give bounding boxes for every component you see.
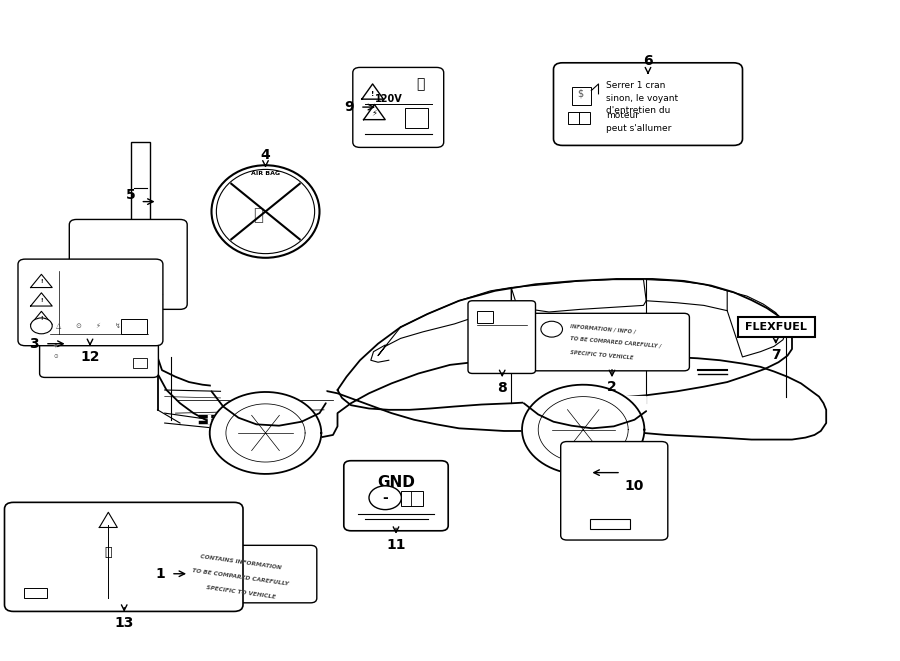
FancyBboxPatch shape (4, 502, 243, 611)
Text: 🚘: 🚘 (104, 545, 112, 559)
Text: 9: 9 (345, 100, 354, 114)
Polygon shape (511, 280, 646, 312)
Bar (122, 319, 147, 334)
FancyBboxPatch shape (344, 461, 448, 531)
Text: TO BE COMPARED CAREFULLY: TO BE COMPARED CAREFULLY (193, 568, 289, 586)
Bar (24, 588, 47, 598)
Text: 11: 11 (386, 537, 406, 552)
FancyBboxPatch shape (530, 313, 689, 371)
Bar (405, 108, 428, 128)
Text: ⊙: ⊙ (76, 323, 81, 329)
Text: FLEXFUEL: FLEXFUEL (745, 322, 807, 332)
Text: moteur
peut s'allumer: moteur peut s'allumer (606, 111, 671, 133)
Text: !: ! (40, 316, 42, 321)
Text: 🪑: 🪑 (253, 206, 264, 224)
Text: -: - (382, 490, 388, 505)
Polygon shape (212, 383, 326, 426)
Polygon shape (646, 280, 727, 311)
Text: INFORMATION / INFO /: INFORMATION / INFO / (570, 324, 635, 334)
Bar (104, 289, 138, 297)
Circle shape (369, 486, 401, 510)
Text: SPECIFIC TO VEHICLE: SPECIFIC TO VEHICLE (570, 350, 634, 361)
Text: ✦: ✦ (53, 342, 58, 349)
Polygon shape (522, 385, 644, 475)
Text: SPECIFIC TO VEHICLE: SPECIFIC TO VEHICLE (206, 585, 275, 600)
Text: GND: GND (377, 475, 415, 490)
FancyBboxPatch shape (69, 219, 187, 309)
Polygon shape (524, 397, 646, 428)
Ellipse shape (212, 165, 320, 258)
Text: !: ! (40, 279, 42, 284)
Bar (568, 112, 590, 124)
Text: 13: 13 (114, 615, 134, 630)
Text: 6: 6 (644, 54, 652, 69)
Text: ↯: ↯ (115, 323, 121, 329)
Polygon shape (158, 356, 826, 440)
Text: AIR BAG: AIR BAG (251, 171, 280, 176)
Polygon shape (727, 291, 786, 357)
Polygon shape (378, 288, 511, 356)
Bar (572, 87, 591, 105)
Text: 4: 4 (261, 148, 270, 163)
Text: ⬜: ⬜ (136, 323, 140, 329)
Bar (133, 358, 147, 368)
FancyBboxPatch shape (353, 67, 444, 147)
Circle shape (31, 318, 52, 334)
Text: TO BE COMPARED CAREFULLY /: TO BE COMPARED CAREFULLY / (570, 336, 662, 349)
Text: ⚡: ⚡ (372, 108, 377, 118)
Text: ⊙: ⊙ (53, 354, 58, 360)
FancyBboxPatch shape (468, 301, 536, 373)
Bar (477, 311, 493, 323)
Text: Serrer 1 cran
sinon, le voyant
d'entretien du: Serrer 1 cran sinon, le voyant d'entreti… (606, 81, 678, 115)
Text: CONTAINS INFORMATION: CONTAINS INFORMATION (200, 554, 282, 570)
FancyBboxPatch shape (40, 310, 158, 377)
FancyBboxPatch shape (165, 545, 317, 603)
FancyBboxPatch shape (18, 259, 163, 346)
Text: ⚡: ⚡ (95, 323, 101, 329)
FancyBboxPatch shape (561, 442, 668, 540)
Ellipse shape (216, 169, 315, 254)
Text: !: ! (371, 91, 374, 97)
Bar (738, 317, 815, 337)
Text: 5: 5 (126, 188, 135, 202)
Text: 12: 12 (80, 350, 100, 364)
Text: 8: 8 (498, 381, 507, 395)
Text: 7: 7 (771, 348, 780, 362)
Text: 120V: 120V (375, 94, 403, 104)
Text: ✋: ✋ (416, 77, 425, 92)
Bar (400, 491, 423, 506)
Text: △: △ (56, 323, 61, 329)
Text: $: $ (578, 89, 583, 99)
FancyBboxPatch shape (554, 63, 742, 145)
Bar (590, 519, 630, 529)
Polygon shape (210, 392, 321, 474)
Text: 2: 2 (608, 379, 616, 394)
Circle shape (541, 321, 562, 337)
Bar (130, 142, 150, 268)
Polygon shape (338, 279, 792, 410)
Text: !: ! (40, 297, 42, 303)
Text: 1: 1 (156, 566, 165, 581)
Text: 3: 3 (30, 336, 39, 351)
Text: 10: 10 (625, 479, 644, 493)
